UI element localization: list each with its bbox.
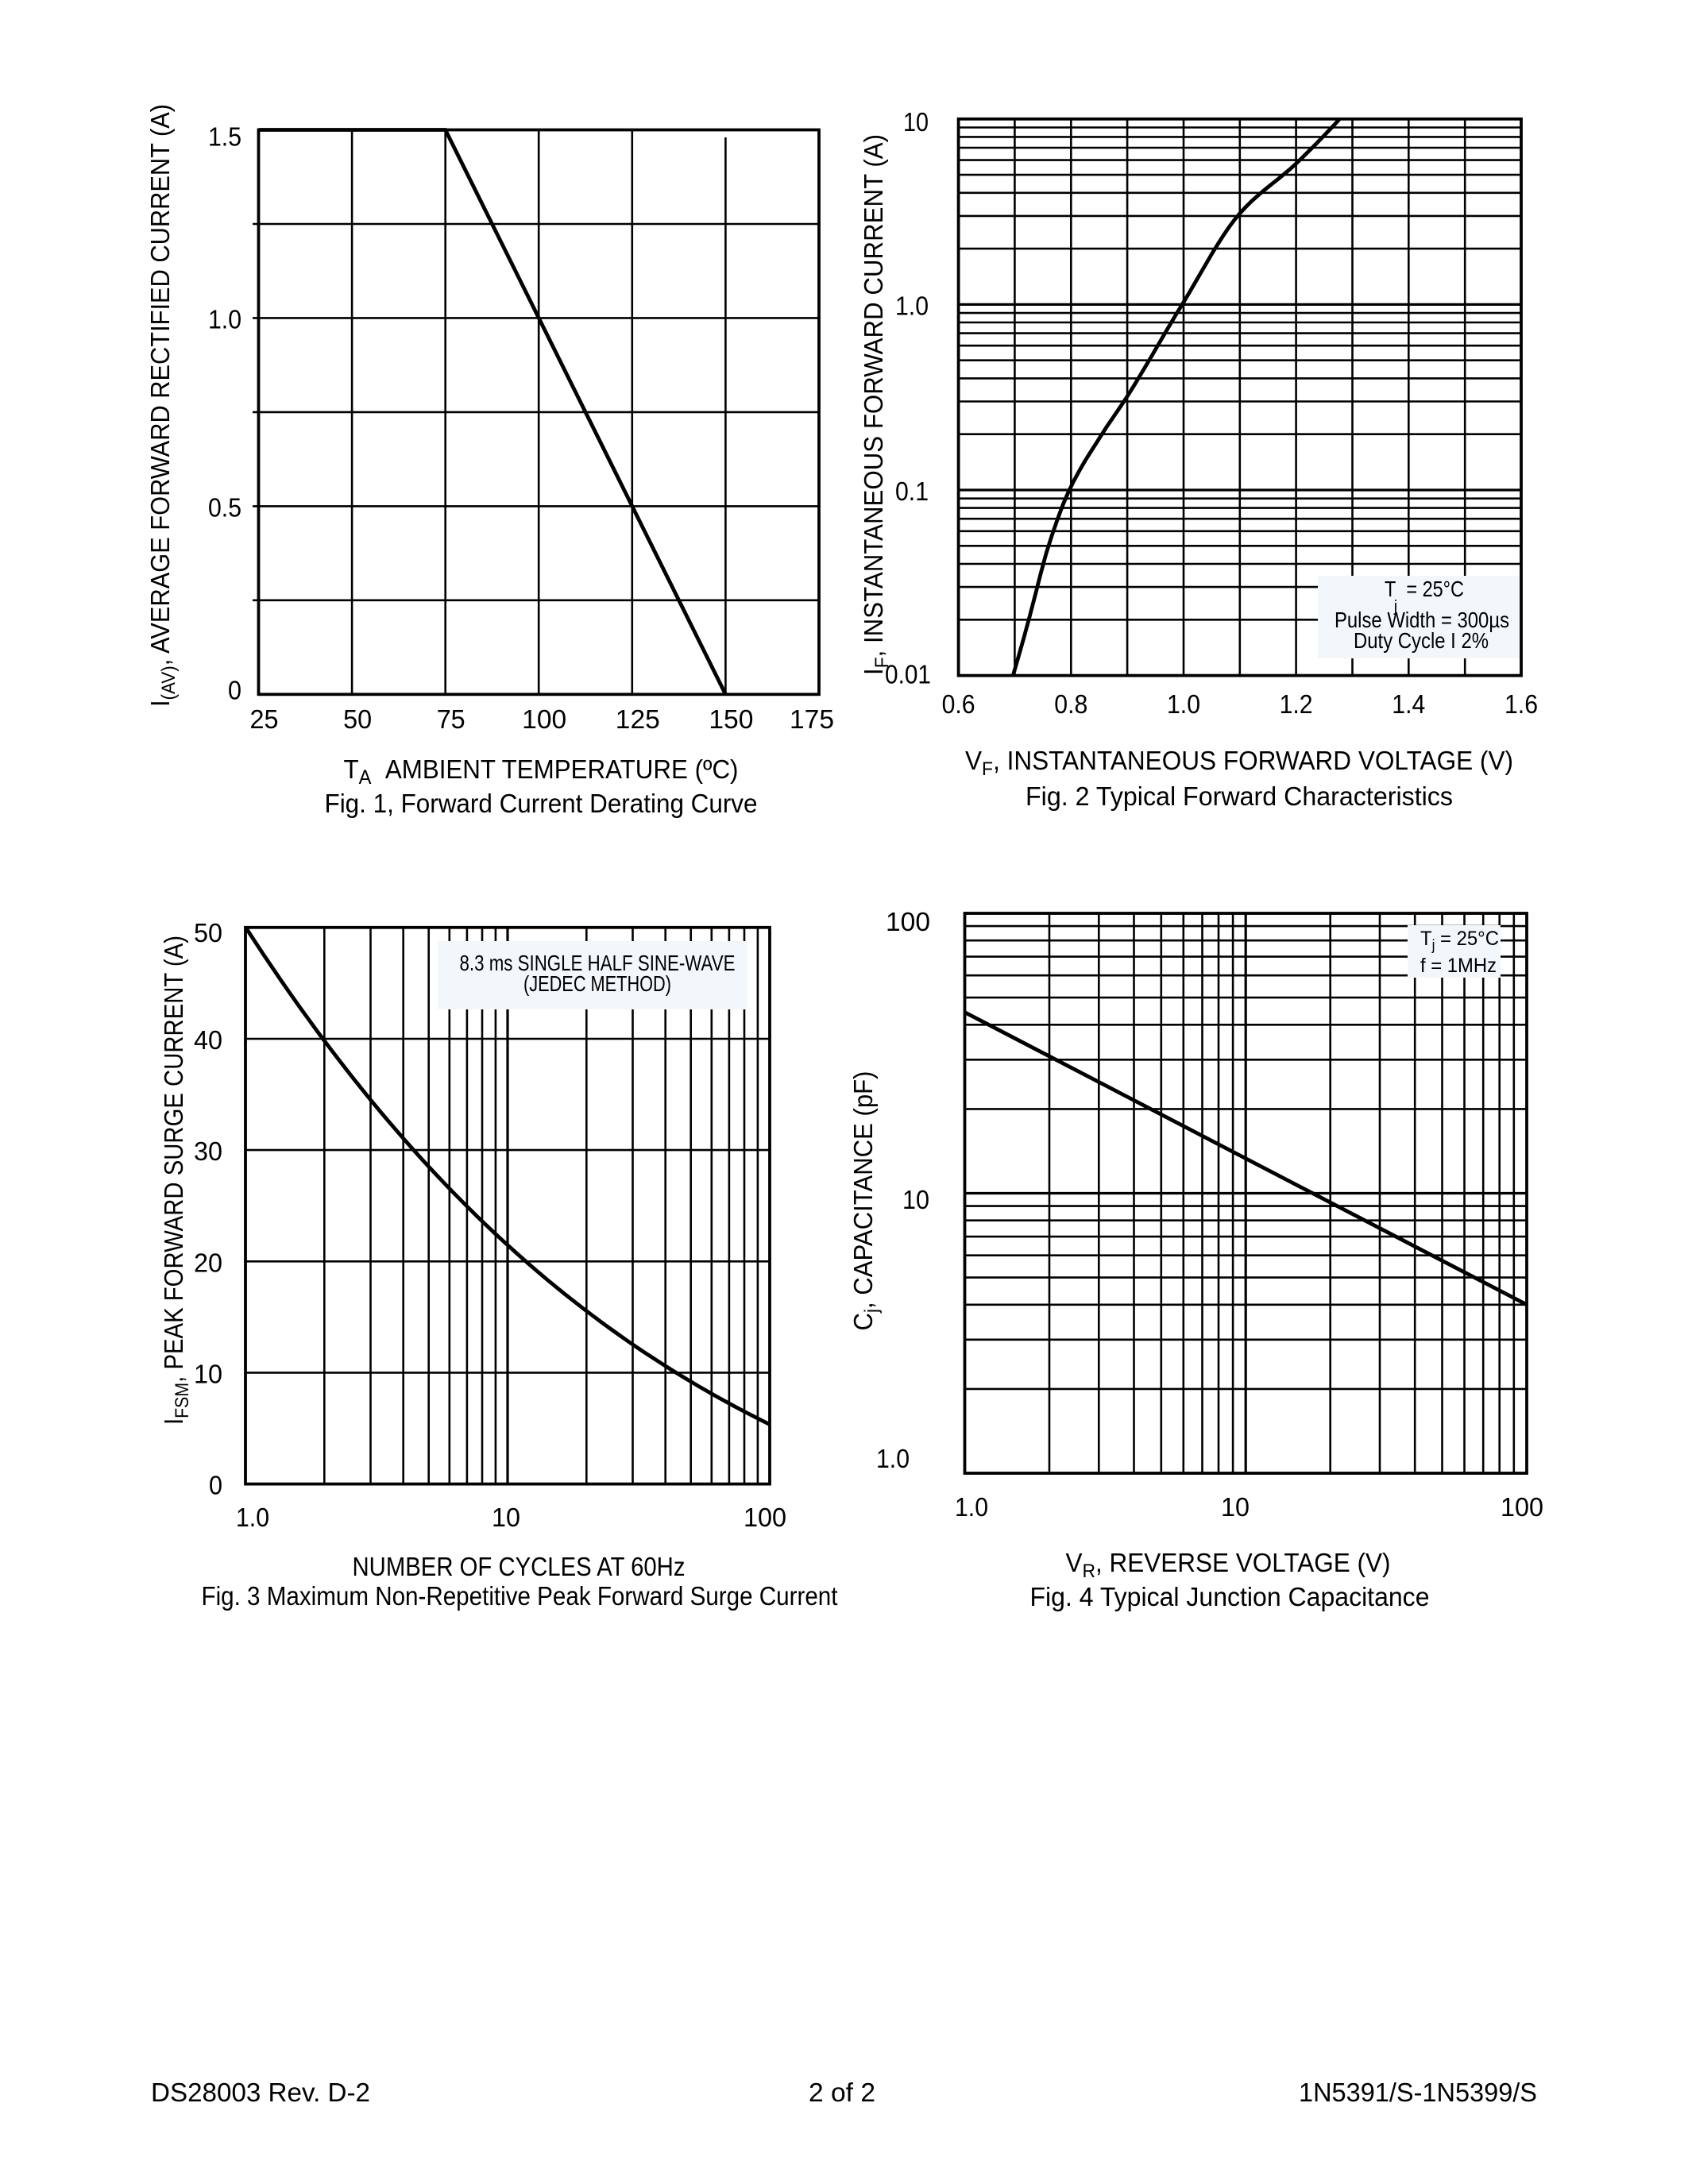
svg-text:DS28003 Rev. D-2: DS28003 Rev. D-2 xyxy=(151,2078,370,2107)
svg-text:10: 10 xyxy=(1221,1492,1250,1522)
svg-text:1.2: 1.2 xyxy=(1280,689,1313,719)
svg-text:1.0: 1.0 xyxy=(1167,689,1200,719)
svg-text:100: 100 xyxy=(744,1503,786,1532)
svg-text:VF, INSTANTANEOUS FORWARD VOLT: VF, INSTANTANEOUS FORWARD VOLTAGE (V) xyxy=(965,746,1513,780)
svg-text:1.0: 1.0 xyxy=(236,1503,269,1532)
svg-text:1.5: 1.5 xyxy=(208,122,241,152)
svg-text:0.5: 0.5 xyxy=(208,492,241,522)
svg-text:40: 40 xyxy=(194,1025,222,1055)
svg-text:1N5391/S-1N5399/S: 1N5391/S-1N5399/S xyxy=(1299,2078,1537,2107)
svg-text:20: 20 xyxy=(194,1248,222,1277)
svg-text:100: 100 xyxy=(886,907,930,936)
svg-text:125: 125 xyxy=(616,704,660,734)
svg-text:1.6: 1.6 xyxy=(1505,689,1538,719)
svg-text:8.3 ms SINGLE HALF SINE-WAVE: 8.3 ms SINGLE HALF SINE-WAVE xyxy=(460,951,736,975)
svg-text:2 of 2: 2 of 2 xyxy=(809,2078,875,2107)
svg-text:Pulse Width = 300µs: Pulse Width = 300µs xyxy=(1335,608,1509,632)
svg-text:1.0: 1.0 xyxy=(955,1492,988,1522)
svg-text:100: 100 xyxy=(1501,1492,1543,1522)
svg-text:Fig. 4 Typical Junction Capac: Fig. 4 Typical Junction Capacitance xyxy=(1030,1582,1430,1611)
svg-text:175: 175 xyxy=(790,704,834,734)
svg-text:j: j xyxy=(1393,598,1397,615)
svg-text:1.4: 1.4 xyxy=(1392,689,1425,719)
svg-text:TA AMBIENT TEMPERATURE (ºC): TA AMBIENT TEMPERATURE (ºC) xyxy=(344,754,739,789)
svg-text:Cj, CAPACITANCE (pF): Cj, CAPACITANCE (pF) xyxy=(848,1071,883,1331)
svg-text:30: 30 xyxy=(194,1136,222,1166)
svg-text:150: 150 xyxy=(709,704,753,734)
svg-text:IFSM, PEAK FORWARD SURGE CURRE: IFSM, PEAK FORWARD SURGE CURRENT (A) xyxy=(159,936,193,1425)
svg-text:Fig. 3 Maximum Non-Repetitive: Fig. 3 Maximum Non-Repetitive Peak Forwa… xyxy=(202,1581,838,1611)
svg-text:1.0: 1.0 xyxy=(895,291,929,320)
svg-text:10: 10 xyxy=(903,107,929,137)
svg-text:75: 75 xyxy=(437,704,465,734)
svg-text:50: 50 xyxy=(194,918,222,947)
svg-text:0.8: 0.8 xyxy=(1054,689,1087,719)
svg-text:10: 10 xyxy=(194,1359,222,1388)
svg-text:1.0: 1.0 xyxy=(876,1444,910,1473)
svg-text:I(AV), AVERAGE FORWARD RECTIFI: I(AV), AVERAGE FORWARD RECTIFIED CURRENT… xyxy=(145,104,180,707)
svg-text:1.0: 1.0 xyxy=(208,304,241,334)
svg-text:T = 25°C: T = 25°C xyxy=(1385,577,1464,601)
svg-text:25: 25 xyxy=(250,704,279,734)
svg-text:f = 1MHz: f = 1MHz xyxy=(1420,955,1497,977)
svg-text:NUMBER OF CYCLES AT 60Hz: NUMBER OF CYCLES AT 60Hz xyxy=(353,1552,686,1581)
svg-text:Fig. 1, Forward Current Derati: Fig. 1, Forward Current Derating Curve xyxy=(325,789,758,818)
svg-text:10: 10 xyxy=(902,1185,929,1214)
svg-text:IF, INSTANTANEOUS FORWARD CURR: IF, INSTANTANEOUS FORWARD CURRENT (A) xyxy=(859,134,893,675)
svg-text:Fig. 2 Typical Forward Charac: Fig. 2 Typical Forward Characteristics xyxy=(1026,781,1453,811)
svg-text:0: 0 xyxy=(209,1471,222,1500)
svg-text:100: 100 xyxy=(522,704,566,734)
svg-text:50: 50 xyxy=(343,704,372,734)
svg-text:0: 0 xyxy=(228,675,241,704)
svg-text:(JEDEC METHOD): (JEDEC METHOD) xyxy=(523,971,671,996)
svg-text:0.01: 0.01 xyxy=(885,660,931,689)
svg-text:Duty Cycle I 2%: Duty Cycle I 2% xyxy=(1354,628,1489,653)
svg-text:VR, REVERSE VOLTAGE (V): VR, REVERSE VOLTAGE (V) xyxy=(1066,1548,1391,1582)
svg-text:0.1: 0.1 xyxy=(895,477,929,506)
svg-text:10: 10 xyxy=(492,1503,520,1532)
svg-text:0.6: 0.6 xyxy=(942,689,975,719)
